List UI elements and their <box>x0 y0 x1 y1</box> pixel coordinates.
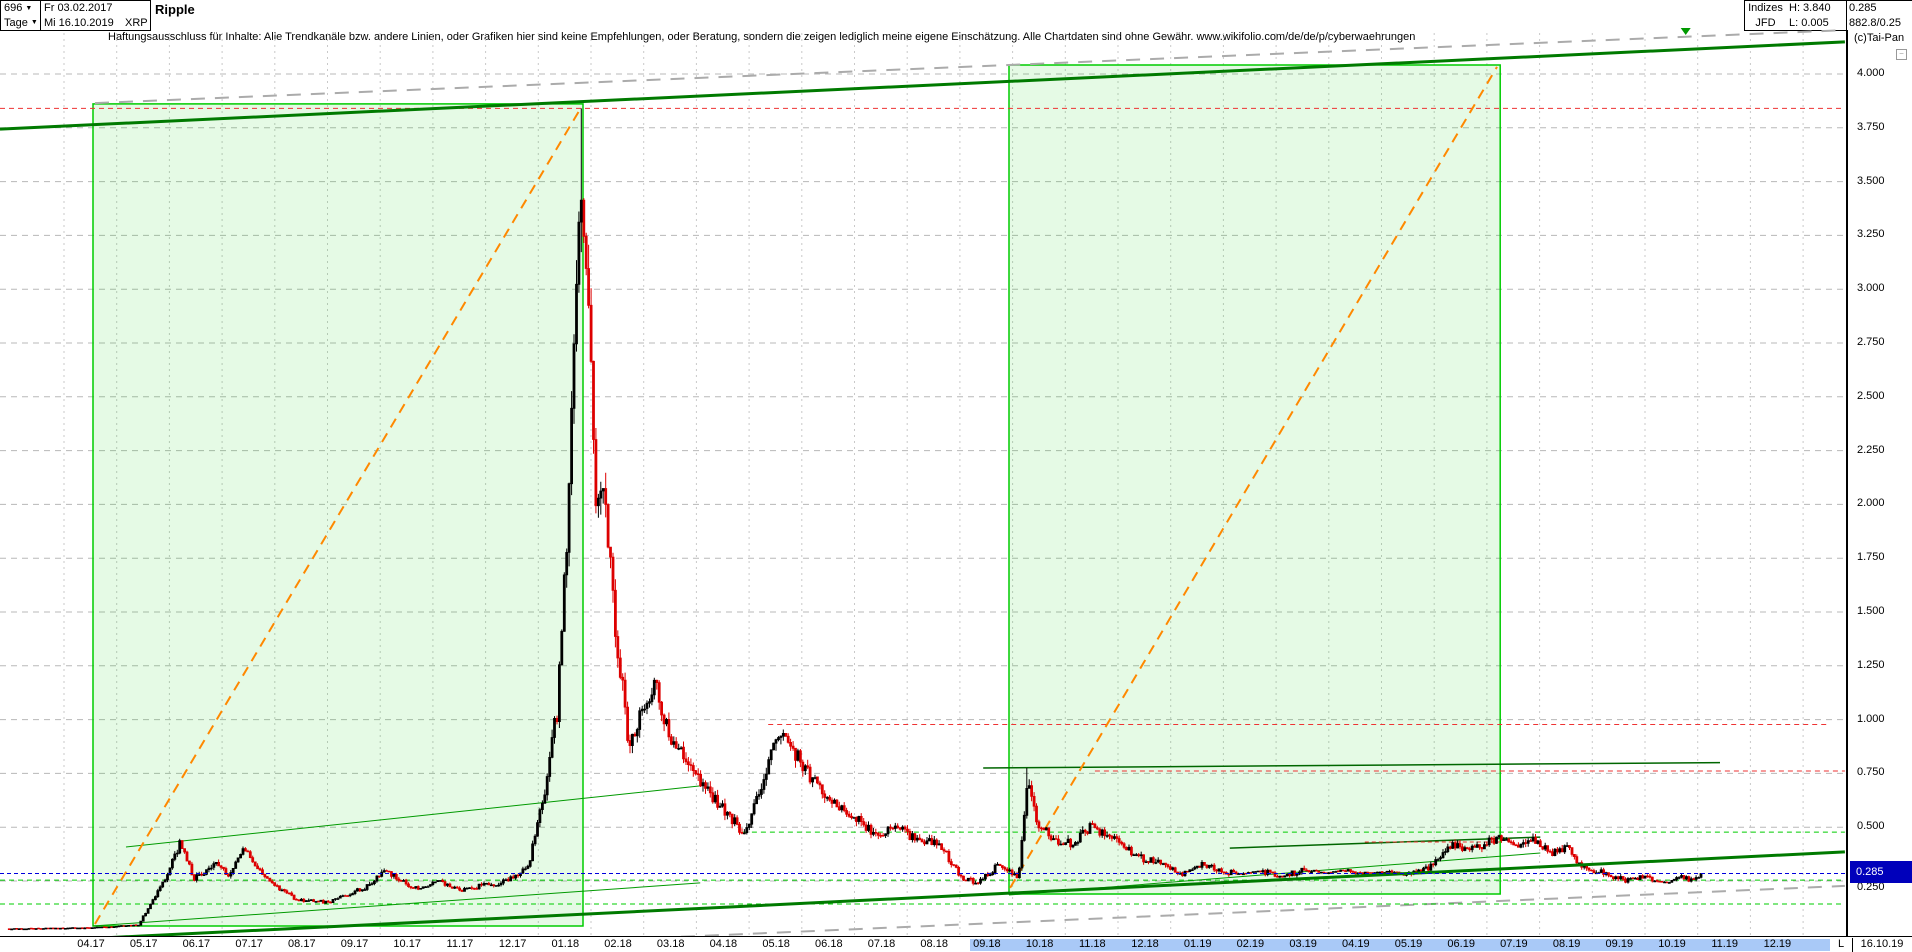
feed-cell: JFD <box>1744 15 1787 31</box>
price-tick-label: 3.000 <box>1857 282 1885 295</box>
date-axis-highlight <box>969 939 1830 951</box>
range-end-date: Mi 16.10.2019 <box>41 15 123 31</box>
price-tick-label: 3.500 <box>1857 174 1885 187</box>
price-tick-label: 1.750 <box>1857 551 1885 564</box>
price-tick-label: 2.000 <box>1857 497 1885 510</box>
sep18-high-green <box>983 761 1721 769</box>
price-tick-label: 0.500 <box>1857 820 1885 833</box>
date-tick-label: 11.19 <box>1711 938 1739 950</box>
major-uptrend-lower <box>111 850 1845 936</box>
date-tick-label: 01.18 <box>551 938 580 950</box>
copyright-watermark: (c)Tai-Pan <box>1854 32 1905 44</box>
date-tick-label: 10.18 <box>1025 938 1054 950</box>
price-tick-0250: 0.250 <box>1857 881 1885 893</box>
date-tick-label: 05.17 <box>129 938 158 950</box>
disclaimer-text: Haftungsausschluss für Inhalte: Alle Tre… <box>108 31 1416 43</box>
date-tick-label: 06.18 <box>815 938 843 950</box>
date-axis: 04.17 05.17 06.17 07.17 08.17 09.17 10.17 11.17… <box>0 936 1912 952</box>
date-tick-label: 11.18 <box>1078 938 1106 950</box>
candlestick-chart-canvas[interactable] <box>0 0 1848 936</box>
chevron-down-icon: ▼ <box>25 4 33 12</box>
last-price-cell: 0.285 <box>1846 0 1912 16</box>
date-tick-label: 05.19 <box>1394 938 1423 950</box>
date-tick-label: 02.19 <box>1236 938 1265 950</box>
date-tick-label: 03.18 <box>656 938 685 950</box>
last-date: 16.10.19 <box>1860 938 1904 950</box>
gray-channel-lower <box>676 884 1845 936</box>
date-tick-label: 09.19 <box>1605 938 1634 950</box>
date-tick-label: 06.19 <box>1447 938 1475 950</box>
price-tick-label: 1.250 <box>1857 658 1885 671</box>
date-tick-label: 10.19 <box>1658 938 1686 950</box>
price-tick-label: 3.250 <box>1857 228 1885 241</box>
date-tick-label: 01.19 <box>1183 938 1212 950</box>
instrument-title: Ripple <box>155 2 195 17</box>
price-tick-label: 2.750 <box>1857 336 1885 348</box>
date-tick-label: 12.17 <box>498 938 527 950</box>
last-marker: L <box>1830 938 1853 952</box>
date-tick-label: 12.19 <box>1763 938 1792 950</box>
chevron-down-icon: ▼ <box>30 19 38 26</box>
date-tick-label: 07.19 <box>1500 938 1528 950</box>
box1-inner-upper <box>125 785 701 848</box>
price-tick-label: 3.750 <box>1857 120 1885 133</box>
date-tick-label: 08.17 <box>288 938 316 950</box>
price-tick-label: 2.250 <box>1857 443 1885 456</box>
date-tick-label: 03.19 <box>1289 938 1317 950</box>
price-tick-label: 4.000 <box>1857 67 1885 79</box>
volume-info-cell: 882.8/0.25 <box>1846 15 1912 31</box>
range-start-date: Fr 03.02.2017 <box>41 0 123 16</box>
date-tick-label: 09.18 <box>973 938 1001 950</box>
fib-orange-2 <box>1009 66 1498 889</box>
date-tick-label: 08.18 <box>920 938 948 950</box>
trend-box-2 <box>1008 64 1501 895</box>
date-tick-label: 04.18 <box>709 938 738 950</box>
date-tick-label: 07.17 <box>235 938 263 950</box>
date-tick-label: 04.19 <box>1342 938 1370 950</box>
price-tick-label: 0.750 <box>1857 766 1885 779</box>
date-tick-label: 11.17 <box>446 938 474 950</box>
date-tick-label: 10.17 <box>393 938 421 950</box>
trendline-handle-icon <box>1680 28 1691 35</box>
current-price-tag: 0.285 <box>1850 861 1912 883</box>
price-tick-label: 2.500 <box>1857 389 1885 402</box>
box1-inner-lower <box>92 882 701 927</box>
period-dropdown[interactable]: Tage ▼ <box>0 15 41 31</box>
candlestick-series <box>7 108 1703 931</box>
gray-channel-upper <box>94 29 1845 105</box>
major-uptrend-upper <box>0 40 1845 131</box>
date-tick-label: 12.18 <box>1131 938 1159 950</box>
low-cell: L: 0.005 <box>1786 15 1847 31</box>
date-tick-label: 04.17 <box>77 938 105 950</box>
symbol-cell: XRP <box>122 15 151 31</box>
date-tick-label: 08.19 <box>1552 938 1581 950</box>
price-tick-label: 1.000 <box>1857 712 1885 725</box>
date-tick-label: 02.18 <box>604 938 632 950</box>
collapse-icon[interactable]: − <box>1896 49 1907 60</box>
price-axis: (c)Tai-Pan − 4.000 3.750 3.500 3.250 3.000 2.… <box>1847 30 1912 936</box>
date-tick-label: 05.18 <box>762 938 790 950</box>
fib-orange-1 <box>94 105 583 925</box>
date-tick-label: 07.18 <box>867 938 896 950</box>
date-tick-label: 09.17 <box>340 938 369 950</box>
price-tick-label: 1.500 <box>1857 605 1885 617</box>
date-tick-label: 06.17 <box>182 938 211 950</box>
period-value: Tage <box>4 16 28 29</box>
bars-count-value: 696 <box>4 2 23 14</box>
